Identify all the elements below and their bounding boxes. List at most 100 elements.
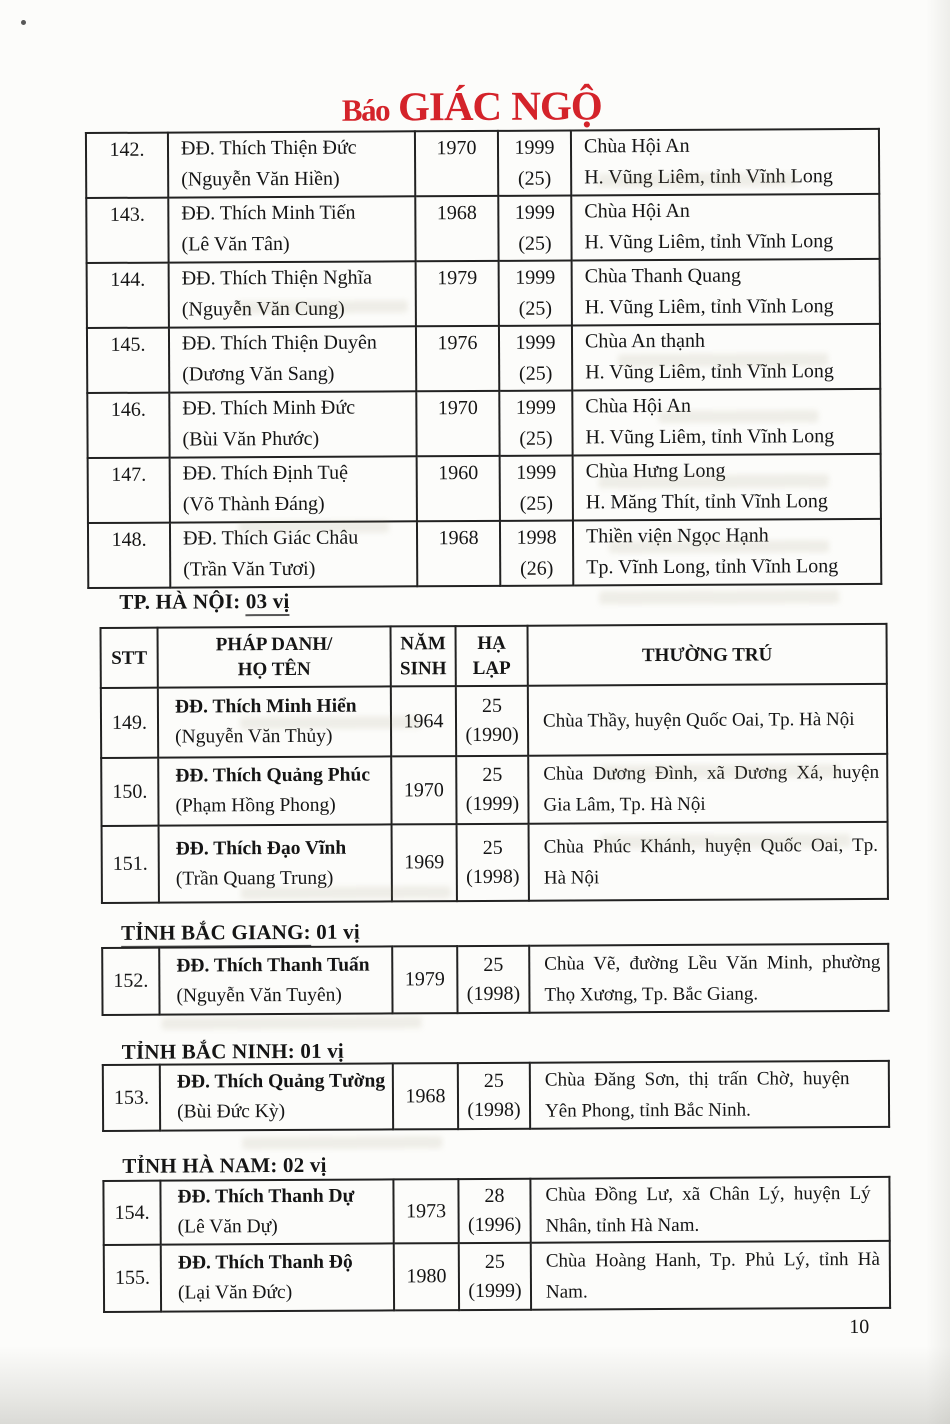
halap-count: (25) [519, 492, 554, 515]
address-line: H. Măng Thít, tỉnh Vĩnh Long [585, 490, 828, 514]
address-line: Chùa Thầy, huyện Quốc Oai, Tp. Hà Nội [542, 708, 855, 732]
bac-giang-table: 152. ĐĐ. Thích Thanh Tuấn (Nguyễn Văn Tuy… [101, 943, 889, 1016]
birth-name: (Nguyễn Văn Tuyên) [176, 984, 342, 1007]
row-number: 146. [110, 398, 146, 421]
scan-speck [21, 20, 26, 25]
birth-name: (Bùi Văn Phước) [182, 427, 320, 451]
section-title: TỈNH BẮC GIANG: [121, 919, 311, 948]
table-row: 155. ĐĐ. Thích Thanh Độ (Lại Văn Đức) 198… [103, 1240, 891, 1312]
birth-name: (Trần Văn Tươi) [183, 557, 316, 581]
section-heading-ha-nam: TỈNH HÀ NAM: 02 vị [122, 1153, 326, 1179]
halap-count: 28 [484, 1184, 505, 1207]
ordination-year: 1999 [515, 266, 556, 289]
halap-count: (25) [518, 362, 553, 385]
halap-count: 25 [482, 763, 503, 786]
address-line: Gia Lâm, Tp. Hà Nội [543, 793, 706, 816]
bleed-through-ghost [599, 590, 840, 605]
table-row: 149. ĐĐ. Thích Minh Hiển (Nguyễn Văn Thủy… [100, 683, 888, 758]
birth-year: 1969 [404, 851, 445, 874]
scan-edge-shadow [926, 0, 950, 1424]
bleed-through-ghost [618, 353, 829, 368]
birth-year: 1973 [406, 1199, 447, 1222]
table-row: 148. ĐĐ. Thích Giác Châu (Trần Văn Tươi) … [87, 518, 882, 589]
birth-name: (Bùi Đức Kỳ) [176, 1100, 286, 1123]
col-header-birth: NĂM [400, 633, 446, 655]
row-number: 143. [109, 203, 145, 226]
section-heading-bac-giang: TỈNH BẮC GIANG: 01 vị [121, 919, 360, 948]
masthead-prefix: Báo [341, 92, 390, 128]
address-line: Chùa Đăng Sơn, thị trấn Chờ, huyện [544, 1068, 850, 1091]
ordination-year: 1999 [514, 201, 555, 224]
address-line: Yên Phong, tỉnh Bắc Ninh. [544, 1099, 751, 1122]
address-line: Chùa Hội An [584, 199, 690, 223]
birth-name: (Lê Văn Tân) [181, 232, 290, 256]
birth-year: 1960 [438, 461, 479, 485]
dharma-name: ĐĐ. Thích Quảng Phúc [175, 764, 371, 787]
scan-edge-shadow [0, 1346, 950, 1424]
table-row: 142. ĐĐ. Thích Thiện Đức (Nguyễn Văn Hiền… [85, 128, 880, 199]
address-line: Hà Nội [543, 866, 600, 889]
dharma-name: ĐĐ. Thích Thanh Tuấn [176, 954, 370, 977]
row-number: 147. [111, 463, 147, 486]
masthead-title: GIÁC NGỘ [397, 82, 602, 130]
bleed-through-ghost [238, 520, 390, 534]
table-row: 153. ĐĐ. Thích Quảng Tường (Bùi Đức Kỳ) 1… [102, 1060, 890, 1131]
bleed-through-ghost [161, 1016, 422, 1030]
bleed-through-ghost [600, 764, 841, 779]
birth-year: 1976 [437, 331, 478, 355]
birth-year: 1968 [436, 201, 477, 225]
dharma-name: ĐĐ. Thích Minh Tiến [181, 201, 356, 225]
col-header-stt: STT [111, 647, 148, 669]
dharma-name: ĐĐ. Thích Định Tuệ [182, 461, 348, 485]
section-title: TP. HÀ NỘI: [119, 589, 241, 614]
address-line: Nhân, tỉnh Hà Nam. [545, 1214, 700, 1237]
birth-name: (Lê Văn Dự) [177, 1216, 278, 1238]
ordination-year: 1999 [514, 136, 555, 159]
ordination-year: (1998) [467, 1098, 521, 1122]
ordination-year: 1999 [515, 331, 556, 354]
table-row: 154. ĐĐ. Thích Thanh Dự (Lê Văn Dự) 1973 … [103, 1176, 890, 1245]
address-line: H. Vũng Liêm, tỉnh Vĩnh Long [585, 425, 835, 449]
ordination-year: 1999 [515, 396, 556, 419]
col-header-halap: HẠ [477, 632, 506, 654]
ordination-year: (1990) [465, 723, 519, 747]
page-number: 10 [849, 1315, 870, 1339]
dharma-name: ĐĐ. Thích Thiện Duyên [181, 331, 377, 355]
table-row: 147. ĐĐ. Thích Định Tuệ (Võ Thành Đáng) 1… [87, 453, 881, 524]
dharma-name: ĐĐ. Thích Thanh Độ [177, 1251, 353, 1274]
row-number: 152. [113, 969, 149, 992]
row-number: 149. [111, 711, 148, 734]
section-heading-ha-noi: TP. HÀ NỘI: 03 vị [119, 588, 290, 617]
col-header-name: PHÁP DANH/ [215, 633, 333, 656]
row-number: 144. [110, 268, 146, 291]
birth-name: (Lại Văn Đức) [177, 1281, 293, 1304]
halap-count: 25 [484, 1250, 505, 1273]
section-count: 03 vị [245, 588, 290, 617]
row-number: 151. [112, 852, 148, 875]
bleed-through-ghost [598, 474, 829, 489]
bac-ninh-table: 153. ĐĐ. Thích Quảng Tường (Bùi Đức Kỳ) 1… [102, 1060, 890, 1132]
halap-count: 25 [482, 836, 503, 859]
address-line: Tp. Vĩnh Long, tỉnh Vĩnh Long [586, 555, 839, 579]
row-number: 145. [110, 333, 146, 356]
dharma-name: ĐĐ. Thích Thanh Dự [177, 1185, 355, 1208]
halap-count: 25 [481, 694, 502, 717]
address-line: Nam. [545, 1280, 588, 1303]
row-number: 153. [113, 1086, 150, 1109]
bleed-through-ghost [242, 1136, 443, 1150]
address-line: Chùa Vẽ, đường Lều Văn Minh, phường [544, 951, 881, 975]
row-number: 148. [111, 528, 147, 551]
address-line: H. Vũng Liêm, tỉnh Vĩnh Long [584, 295, 834, 319]
dharma-name: ĐĐ. Thích Thiện Nghĩa [181, 266, 373, 290]
address-line: Chùa Hoàng Hanh, Tp. Phủ Lý, tỉnh Hà [545, 1248, 880, 1272]
table-row: 152. ĐĐ. Thích Thanh Tuấn (Nguyễn Văn Tuy… [102, 943, 889, 1015]
table-header-row: STT PHÁP DANH/HỌ TÊN NĂM SINH HẠ LẠP THƯỜN… [100, 623, 887, 688]
bleed-through-ghost [600, 834, 851, 849]
birth-year: 1979 [437, 266, 478, 290]
ha-nam-table: 154. ĐĐ. Thích Thanh Dự (Lê Văn Dự) 1973 … [102, 1176, 891, 1313]
table-row: 146. ĐĐ. Thích Minh Đức (Bùi Văn Phước) 1… [87, 388, 881, 459]
section-heading-bac-ninh: TỈNH BẮC NINH: 01 vị [122, 1039, 344, 1065]
halap-count: (25) [517, 167, 552, 190]
birth-name: (Dương Văn Sang) [182, 362, 335, 386]
